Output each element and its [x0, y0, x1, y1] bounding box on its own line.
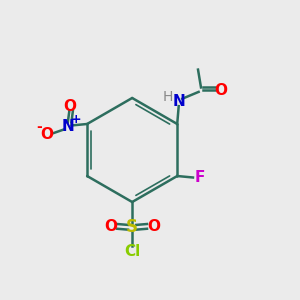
Text: H: H: [162, 90, 172, 104]
Text: S: S: [126, 218, 138, 236]
Text: O: O: [147, 219, 160, 234]
Text: O: O: [40, 127, 53, 142]
Text: O: O: [214, 83, 227, 98]
Text: N: N: [172, 94, 185, 109]
Text: N: N: [61, 119, 74, 134]
Text: -: -: [37, 120, 42, 134]
Text: +: +: [71, 113, 81, 126]
Text: O: O: [105, 219, 118, 234]
Text: Cl: Cl: [124, 244, 140, 259]
Text: O: O: [63, 99, 76, 114]
Text: F: F: [194, 170, 205, 185]
